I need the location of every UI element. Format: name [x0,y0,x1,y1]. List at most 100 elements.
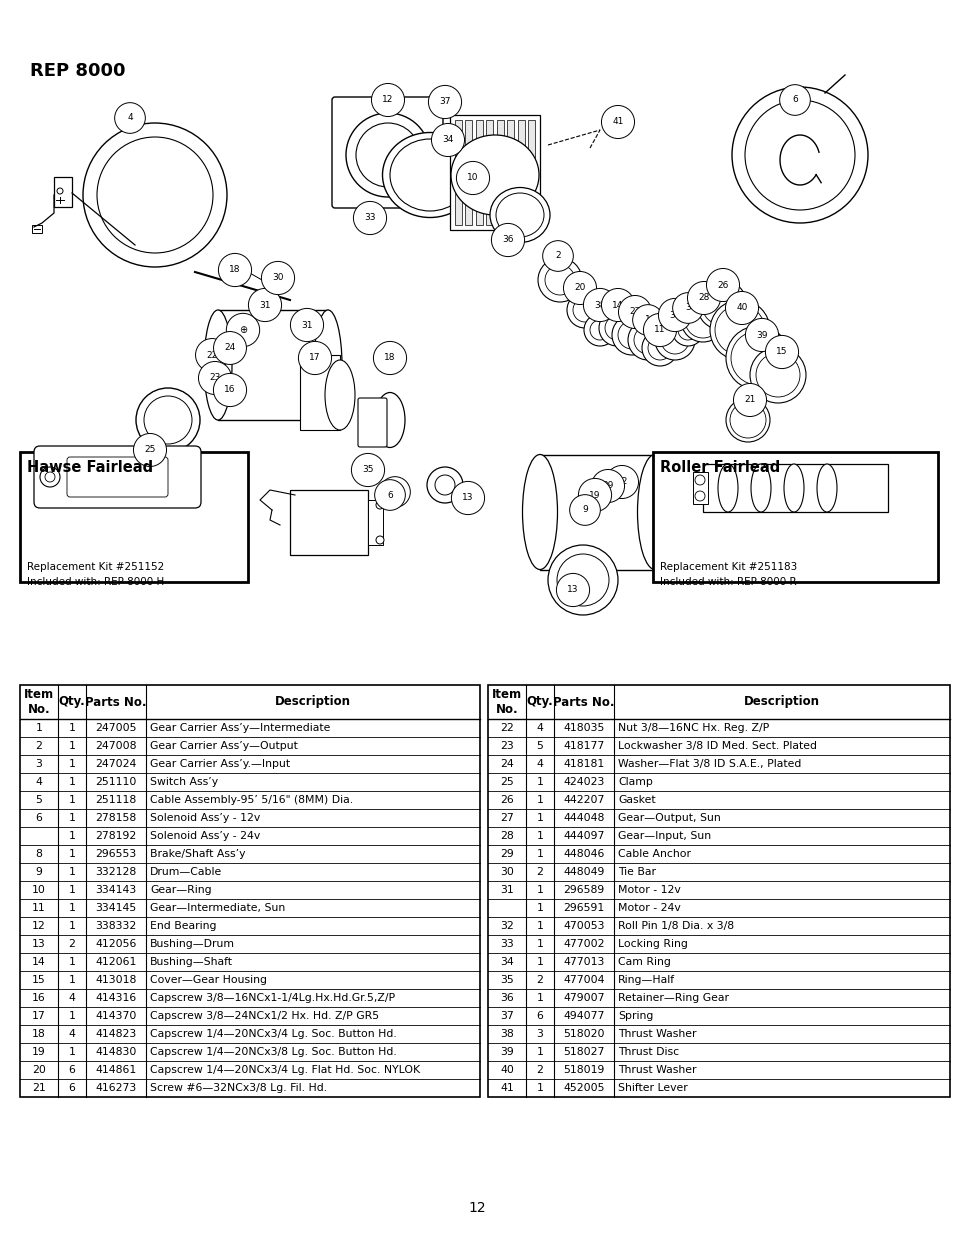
Text: 413018: 413018 [95,974,136,986]
Circle shape [755,353,800,396]
Circle shape [97,137,213,253]
Circle shape [435,475,455,495]
Ellipse shape [496,193,543,237]
Circle shape [618,321,645,350]
Circle shape [598,310,635,346]
Circle shape [557,555,608,606]
Circle shape [749,347,805,403]
Text: 23: 23 [499,741,514,751]
Circle shape [375,501,384,509]
Text: End Bearing: End Bearing [150,921,216,931]
Text: Capscrew 3/8—24NCx1/2 Hx. Hd. Z/P GR5: Capscrew 3/8—24NCx1/2 Hx. Hd. Z/P GR5 [150,1011,378,1021]
Text: 296591: 296591 [563,903,604,913]
Text: Item
No.: Item No. [492,688,521,716]
Text: 1: 1 [536,993,543,1003]
Text: 418181: 418181 [563,760,604,769]
Text: 278192: 278192 [95,831,136,841]
Text: Gear—Output, Sun: Gear—Output, Sun [618,813,720,823]
Text: 19: 19 [589,490,600,499]
Text: 26: 26 [717,280,728,289]
Text: 39: 39 [756,331,767,340]
Text: 4: 4 [127,114,132,122]
Circle shape [744,100,854,210]
Text: 17: 17 [32,1011,46,1021]
Ellipse shape [816,464,836,513]
Bar [528,120,535,225]
Text: 2: 2 [536,867,543,877]
Text: 1: 1 [644,315,650,325]
Circle shape [680,298,724,342]
Text: 477004: 477004 [562,974,604,986]
Text: 2: 2 [555,252,560,261]
Bar [465,120,472,225]
Text: 12: 12 [468,1200,485,1215]
Text: Cable Assembly-95’ 5/16" (8MM) Dia.: Cable Assembly-95’ 5/16" (8MM) Dia. [150,795,353,805]
Text: 6: 6 [69,1065,75,1074]
Text: 247008: 247008 [95,741,136,751]
Text: 39: 39 [499,1047,514,1057]
Circle shape [714,305,764,354]
Circle shape [697,280,746,330]
Ellipse shape [451,135,538,215]
Text: 1: 1 [536,1047,543,1057]
Text: 247005: 247005 [95,722,136,734]
Text: 448049: 448049 [562,867,604,877]
Text: 4: 4 [35,777,42,787]
Bar [54,177,71,207]
Circle shape [729,403,765,438]
Circle shape [355,124,419,186]
Text: 1: 1 [69,903,75,913]
Bar [450,115,539,230]
Text: 28: 28 [499,831,514,841]
Text: 412061: 412061 [95,957,136,967]
Text: 414823: 414823 [95,1029,136,1039]
Text: 448046: 448046 [562,848,604,860]
Text: Gear Carrier Ass’y.—Input: Gear Carrier Ass’y.—Input [150,760,290,769]
Text: Thrust Washer: Thrust Washer [618,1065,696,1074]
Text: 1: 1 [69,1011,75,1021]
Text: 40: 40 [499,1065,514,1074]
Text: 21: 21 [743,395,755,405]
Text: 10: 10 [467,173,478,183]
Text: 1: 1 [69,741,75,751]
Text: 31: 31 [259,300,271,310]
Text: 1: 1 [69,848,75,860]
Bar [20,685,479,1097]
Text: 414370: 414370 [95,1011,136,1021]
Text: 20: 20 [574,284,585,293]
Ellipse shape [382,132,477,217]
Text: 296589: 296589 [563,885,604,895]
Text: 338332: 338332 [95,921,136,931]
Circle shape [731,86,867,224]
Circle shape [655,320,695,359]
Text: 5: 5 [536,741,543,751]
Text: 17: 17 [309,353,320,363]
Text: 3: 3 [684,304,690,312]
Text: 36: 36 [499,993,514,1003]
Text: Shifter Lever: Shifter Lever [618,1083,687,1093]
Text: 479007: 479007 [562,993,604,1003]
Circle shape [589,320,609,340]
Text: 38: 38 [499,1029,514,1039]
Text: Capscrew 1/4—20NCx3/4 Lg. Soc. Button Hd.: Capscrew 1/4—20NCx3/4 Lg. Soc. Button Hd… [150,1029,396,1039]
Text: 13: 13 [32,939,46,948]
Text: 1: 1 [69,831,75,841]
Text: 11: 11 [654,326,665,335]
Text: 4: 4 [69,1029,75,1039]
Text: 2: 2 [536,1065,543,1074]
Text: Solenoid Ass’y - 24v: Solenoid Ass’y - 24v [150,831,260,841]
Circle shape [83,124,227,267]
Text: 477013: 477013 [562,957,604,967]
Text: 6: 6 [791,95,797,105]
Text: 33: 33 [364,214,375,222]
Text: 38: 38 [594,300,605,310]
Text: Included with: REP 8000 R: Included with: REP 8000 R [659,577,796,587]
Circle shape [45,472,55,482]
Text: 247024: 247024 [95,760,136,769]
Text: 19: 19 [32,1047,46,1057]
Text: Gear—Intermediate, Sun: Gear—Intermediate, Sun [150,903,285,913]
Text: Washer—Flat 3/8 ID S.A.E., Plated: Washer—Flat 3/8 ID S.A.E., Plated [618,760,801,769]
Ellipse shape [522,454,557,569]
Text: 14: 14 [612,300,623,310]
Text: 477002: 477002 [562,939,604,948]
